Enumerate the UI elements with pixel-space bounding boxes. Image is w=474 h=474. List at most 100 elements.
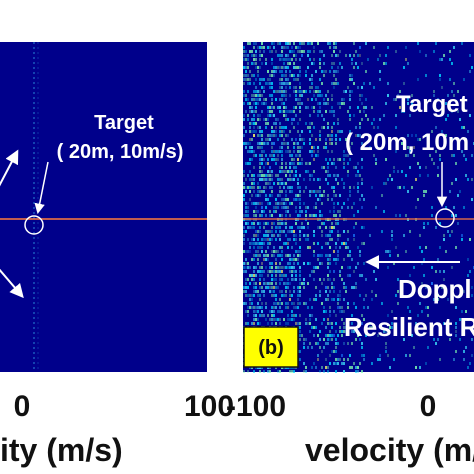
noise-cell (259, 162, 261, 165)
noise-cell (243, 238, 245, 241)
noise-cell (333, 50, 335, 53)
noise-cell (391, 178, 393, 181)
noise-cell (281, 54, 283, 57)
noise-cell (331, 322, 333, 325)
noise-cell (359, 122, 361, 125)
noise-cell (307, 262, 309, 265)
noise-cell (313, 94, 315, 97)
noise-cell (337, 302, 339, 305)
noise-cell (431, 266, 433, 269)
noise-cell (287, 178, 289, 181)
noise-cell (297, 302, 299, 305)
noise-cell (267, 110, 269, 113)
noise-cell (257, 126, 259, 129)
noise-cell (311, 154, 313, 157)
noise-cell (331, 286, 333, 289)
noise-cell (331, 62, 333, 65)
noise-cell (263, 314, 265, 317)
noise-cell (393, 358, 395, 361)
noise-cell (351, 314, 353, 317)
noise-cell (399, 186, 401, 189)
noise-cell (341, 318, 343, 321)
noise-cell (289, 298, 291, 301)
noise-cell (261, 314, 263, 317)
noise-cell (251, 238, 253, 241)
noise-cell (271, 126, 273, 129)
noise-cell (289, 202, 291, 205)
noise-cell (329, 230, 331, 233)
noise-cell (315, 90, 317, 93)
noise-cell (331, 130, 333, 133)
noise-cell (265, 154, 267, 157)
noise-cell (271, 286, 273, 289)
noise-cell (291, 158, 293, 161)
noise-cell (455, 350, 457, 353)
noise-cell (331, 338, 333, 341)
noise-cell (291, 278, 293, 281)
noise-cell (255, 58, 257, 61)
noise-cell (295, 58, 297, 61)
noise-cell (391, 322, 393, 325)
noise-cell (249, 302, 251, 305)
noise-cell (291, 294, 293, 297)
noise-cell (259, 142, 261, 145)
noise-cell (359, 126, 361, 129)
noise-cell (263, 238, 265, 241)
noise-cell (243, 50, 245, 53)
noise-cell (317, 358, 319, 361)
noise-cell (257, 270, 259, 273)
noise-cell (311, 346, 313, 349)
noise-cell (271, 290, 273, 293)
noise-cell (395, 214, 397, 217)
noise-cell (253, 238, 255, 241)
noise-cell (271, 110, 273, 113)
noise-cell (393, 98, 395, 101)
noise-cell (411, 102, 413, 105)
noise-cell (351, 58, 353, 61)
noise-cell (331, 126, 333, 129)
noise-cell (289, 82, 291, 85)
noise-cell (309, 330, 311, 333)
noise-cell (263, 90, 265, 93)
noise-cell (315, 286, 317, 289)
noise-cell (269, 178, 271, 181)
noise-cell (281, 222, 283, 225)
noise-cell (257, 174, 259, 177)
noise-cell (269, 82, 271, 85)
noise-cell (291, 138, 293, 141)
noise-cell (265, 206, 267, 209)
noise-cell (323, 346, 325, 349)
noise-cell (303, 202, 305, 205)
noise-cell (247, 174, 249, 177)
noise-cell (453, 358, 455, 361)
noise-cell (245, 94, 247, 97)
noise-cell (275, 162, 277, 165)
noise-cell (265, 82, 267, 85)
noise-cell (361, 142, 363, 145)
noise-cell (441, 58, 443, 61)
noise-cell (377, 126, 379, 129)
noise-cell (317, 334, 319, 337)
noise-cell (291, 202, 293, 205)
noise-cell (267, 182, 269, 185)
noise-cell (407, 134, 409, 137)
noise-cell (459, 338, 461, 341)
noise-cell (423, 194, 425, 197)
noise-cell (281, 46, 283, 49)
noise-cell (299, 314, 301, 317)
noise-cell (253, 186, 255, 189)
noise-cell (291, 170, 293, 173)
noise-cell (305, 206, 307, 209)
noise-cell (331, 198, 333, 201)
noise-cell (447, 230, 449, 233)
noise-cell (307, 238, 309, 241)
noise-cell (385, 330, 387, 333)
noise-cell (289, 230, 291, 233)
noise-cell (427, 222, 429, 225)
noise-cell (279, 302, 281, 305)
noise-cell (329, 262, 331, 265)
noise-cell (257, 250, 259, 253)
noise-cell (299, 194, 301, 197)
noise-cell (267, 138, 269, 141)
noise-cell (333, 210, 335, 213)
